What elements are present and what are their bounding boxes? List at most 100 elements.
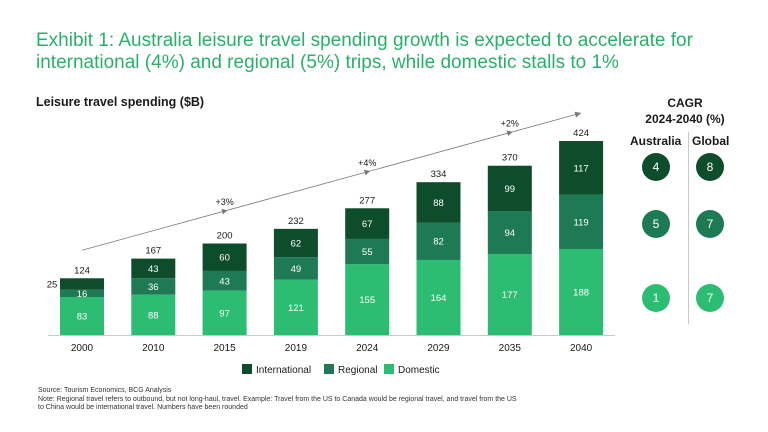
cagr-col-australia: Australia <box>630 134 682 148</box>
cagr-column-divider <box>688 132 689 324</box>
bar-segment-international-2024 <box>345 208 390 239</box>
legend-label-international: International <box>256 365 312 376</box>
data-label-regional-2029: 82 <box>433 237 444 248</box>
legend-label-regional: Regional <box>338 365 378 376</box>
bar-segment-international-2000 <box>60 278 104 290</box>
legend-item-domestic: Domestic <box>384 364 440 376</box>
source-line: Source: Tourism Economics, BCG Analysis <box>38 387 172 394</box>
data-label-domestic-2010: 88 <box>148 310 159 321</box>
total-label-2040: 424 <box>573 128 589 139</box>
bar-segment-regional-2024 <box>345 238 390 265</box>
cagr-title-line2: 2024-2040 (%) <box>645 112 725 126</box>
data-label-international-2000: 25 <box>47 279 58 290</box>
total-label-2010: 167 <box>145 246 161 257</box>
data-label-domestic-2040: 188 <box>573 287 589 298</box>
growth-marker-2 <box>364 169 371 176</box>
total-label-2029: 334 <box>431 169 447 180</box>
source-notes: Source: Tourism Economics, BCG Analysis … <box>38 387 638 413</box>
data-label-international-2040: 117 <box>574 163 589 174</box>
bar-segment-domestic-2000 <box>60 297 104 335</box>
growth-trend-arrow <box>81 112 582 251</box>
total-label-2015: 200 <box>217 231 233 242</box>
bar-segment-international-2019 <box>273 228 318 258</box>
bar-segment-domestic-2024 <box>345 264 390 335</box>
x-tick-label-2024: 2024 <box>356 343 379 354</box>
note-line-1: Note: Regional travel refers to outbound… <box>38 395 517 403</box>
growth-annotation-2: +4% <box>358 158 376 168</box>
legend-label-domestic: Domestic <box>398 365 440 376</box>
data-label-regional-2010: 36 <box>148 282 159 293</box>
data-label-international-2019: 62 <box>291 239 302 250</box>
bar-segment-domestic-2010 <box>131 294 176 335</box>
data-label-domestic-2015: 97 <box>219 308 230 319</box>
bar-segment-international-2040 <box>559 141 604 195</box>
cagr-title: CAGR 2024-2040 (%) <box>620 95 750 127</box>
bar-segment-international-2010 <box>131 258 176 279</box>
total-label-2000: 124 <box>74 265 90 276</box>
bar-segment-regional-2015 <box>202 270 247 291</box>
x-tick-label-2000: 2000 <box>71 343 94 354</box>
bar-segment-domestic-2029 <box>416 259 461 335</box>
cagr-global-domestic: 7 <box>696 284 724 312</box>
cagr-global-international: 8 <box>696 153 724 181</box>
data-label-domestic-2019: 121 <box>288 303 304 314</box>
bar-segment-international-2035 <box>487 165 532 212</box>
x-tick-label-2015: 2015 <box>213 343 236 354</box>
data-label-international-2024: 67 <box>362 219 373 230</box>
x-tick-label-2019: 2019 <box>285 343 308 354</box>
x-tick-label-2035: 2035 <box>499 343 522 354</box>
bar-segment-regional-2019 <box>273 257 318 280</box>
data-label-domestic-2024: 155 <box>359 295 375 306</box>
legend-swatch-regional <box>324 364 334 374</box>
total-label-2035: 370 <box>502 153 518 164</box>
data-label-domestic-2035: 177 <box>502 290 518 301</box>
bar-segment-international-2029 <box>416 182 461 223</box>
bar-segment-regional-2000 <box>60 289 104 298</box>
bar-segment-regional-2040 <box>559 194 604 249</box>
data-label-international-2015: 60 <box>219 253 230 264</box>
bar-segment-domestic-2019 <box>273 279 318 335</box>
data-label-domestic-2000: 83 <box>77 312 88 323</box>
data-label-regional-2040: 119 <box>574 217 589 228</box>
x-tick-label-2040: 2040 <box>570 343 593 354</box>
data-label-international-2035: 99 <box>505 184 516 195</box>
data-label-international-2029: 88 <box>433 198 444 209</box>
data-label-domestic-2029: 164 <box>431 293 447 304</box>
growth-marker-1 <box>221 209 228 215</box>
bar-segment-regional-2035 <box>487 211 532 255</box>
cagr-title-line1: CAGR <box>667 96 703 110</box>
cagr-australia-regional: 5 <box>642 210 670 238</box>
data-label-international-2010: 43 <box>148 264 159 275</box>
growth-marker-3 <box>506 130 513 136</box>
x-tick-label-2029: 2029 <box>427 343 450 354</box>
total-label-2024: 277 <box>359 195 375 206</box>
note-line-2: to China would be international travel. … <box>38 404 248 411</box>
cagr-col-global: Global <box>692 134 730 148</box>
bar-segment-regional-2010 <box>131 278 176 295</box>
data-label-regional-2035: 94 <box>505 228 516 239</box>
growth-trend-arrowhead <box>574 111 582 118</box>
data-label-regional-2000: 16 <box>77 289 88 300</box>
growth-annotation-3: +2% <box>501 119 519 129</box>
data-label-regional-2015: 43 <box>219 276 230 287</box>
cagr-australia-international: 4 <box>642 153 670 181</box>
bar-segment-domestic-2035 <box>487 254 532 335</box>
cagr-australia-domestic: 1 <box>642 284 670 312</box>
exhibit-title: Exhibit 1: Australia leisure travel spen… <box>36 30 693 73</box>
legend-item-regional: Regional <box>324 364 377 376</box>
x-tick-label-2010: 2010 <box>142 343 165 354</box>
bar-segment-domestic-2040 <box>559 248 604 335</box>
total-label-2019: 232 <box>288 216 304 227</box>
bar-segment-international-2015 <box>202 243 247 271</box>
legend-swatch-domestic <box>384 364 394 374</box>
data-label-regional-2024: 55 <box>362 247 373 258</box>
bar-segment-regional-2029 <box>416 222 461 260</box>
chart-title: Leisure travel spending ($B) <box>36 95 205 109</box>
legend-item-international: International <box>242 364 311 376</box>
cagr-global-regional: 7 <box>696 210 724 238</box>
growth-annotation-1: +3% <box>215 197 233 207</box>
data-label-regional-2019: 49 <box>291 264 302 275</box>
legend-swatch-international <box>242 364 252 374</box>
bar-segment-domestic-2015 <box>202 290 247 335</box>
